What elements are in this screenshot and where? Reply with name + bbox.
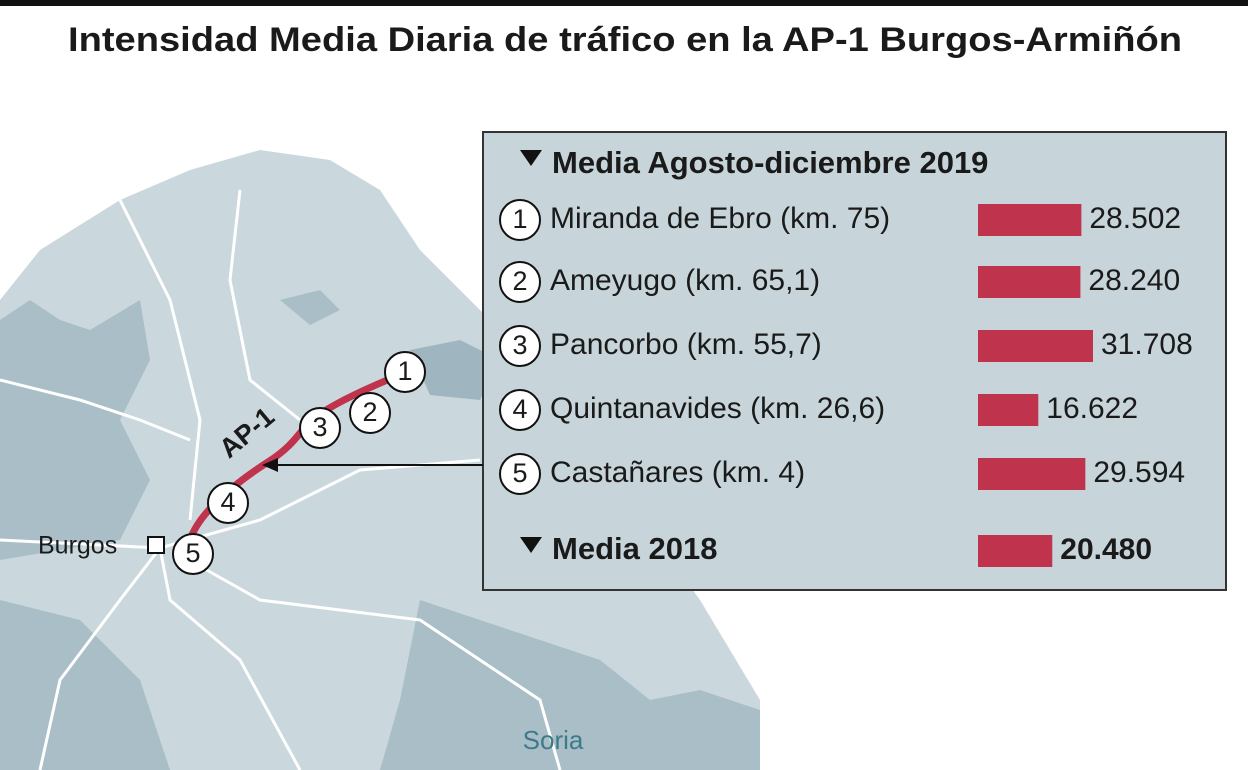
chart-title: Intensidad Media Diaria de tráfico en la…	[68, 21, 1182, 59]
number-label: 2	[362, 397, 377, 427]
value-label: 29.594	[1093, 456, 1185, 489]
value-label: 28.240	[1088, 264, 1180, 297]
city-label: Burgos	[38, 532, 117, 560]
city-marker	[147, 536, 165, 554]
pointer-head	[262, 458, 278, 472]
road	[179, 553, 562, 770]
number-label: 3	[312, 412, 327, 442]
subtitle: Media Agosto-diciembre 2019	[552, 145, 988, 180]
number-label: 1	[512, 204, 527, 234]
value-label: 16.622	[1046, 392, 1138, 425]
map-lake	[280, 290, 340, 325]
bar	[978, 204, 1082, 236]
number-label: 4	[512, 394, 527, 424]
number-label: 5	[185, 538, 200, 568]
number-circle	[499, 453, 541, 495]
bar	[978, 330, 1093, 362]
number-label: 1	[397, 356, 412, 386]
legend-box	[482, 131, 1227, 591]
number-circle	[207, 482, 249, 524]
road	[118, 199, 202, 521]
number-label: 3	[512, 330, 527, 360]
number-circle	[299, 407, 341, 449]
number-circle	[349, 392, 391, 434]
category-label: Ameyugo (km. 65,1)	[550, 264, 820, 297]
reference-bar	[978, 535, 1053, 567]
map-region	[0, 600, 170, 770]
number-circle	[499, 199, 541, 241]
reference-marker	[520, 537, 542, 553]
bar-list: 1 Miranda de Ebro (km. 75) 28.502 2 Ameyugo …	[499, 199, 1193, 567]
road	[0, 458, 481, 550]
number-label: 4	[220, 487, 235, 517]
map-region	[410, 340, 500, 400]
map-markers: 12 3 45	[172, 351, 426, 575]
road	[158, 547, 302, 770]
number-circle	[499, 389, 541, 431]
category-label: Castañares (km. 4)	[550, 456, 805, 489]
roads	[0, 189, 562, 770]
road	[0, 378, 191, 442]
map-land	[0, 150, 760, 770]
map-region	[380, 600, 760, 770]
category-label: Miranda de Ebro (km. 75)	[550, 202, 890, 235]
value-label: 31.708	[1101, 328, 1193, 361]
road	[228, 189, 301, 422]
map-region	[0, 300, 150, 560]
value-label: 28.502	[1089, 202, 1181, 235]
reference-label: Media 2018	[552, 531, 717, 566]
number-circle	[384, 351, 426, 393]
bar	[978, 458, 1086, 490]
number-label: 2	[512, 266, 527, 296]
reference-value: 20.480	[1060, 533, 1152, 566]
category-label: Quintanavides (km. 26,6)	[550, 392, 885, 425]
category-label: Pancorbo (km. 55,7)	[550, 328, 822, 361]
number-circle	[499, 261, 541, 303]
top-rule	[0, 0, 1248, 6]
subtitle-marker	[520, 150, 542, 166]
bar	[978, 394, 1039, 426]
region-label: Soria	[523, 725, 584, 755]
number-circle	[499, 325, 541, 367]
number-label: 5	[512, 458, 527, 488]
road	[38, 547, 162, 770]
bar	[978, 266, 1081, 298]
number-circle	[172, 533, 214, 575]
